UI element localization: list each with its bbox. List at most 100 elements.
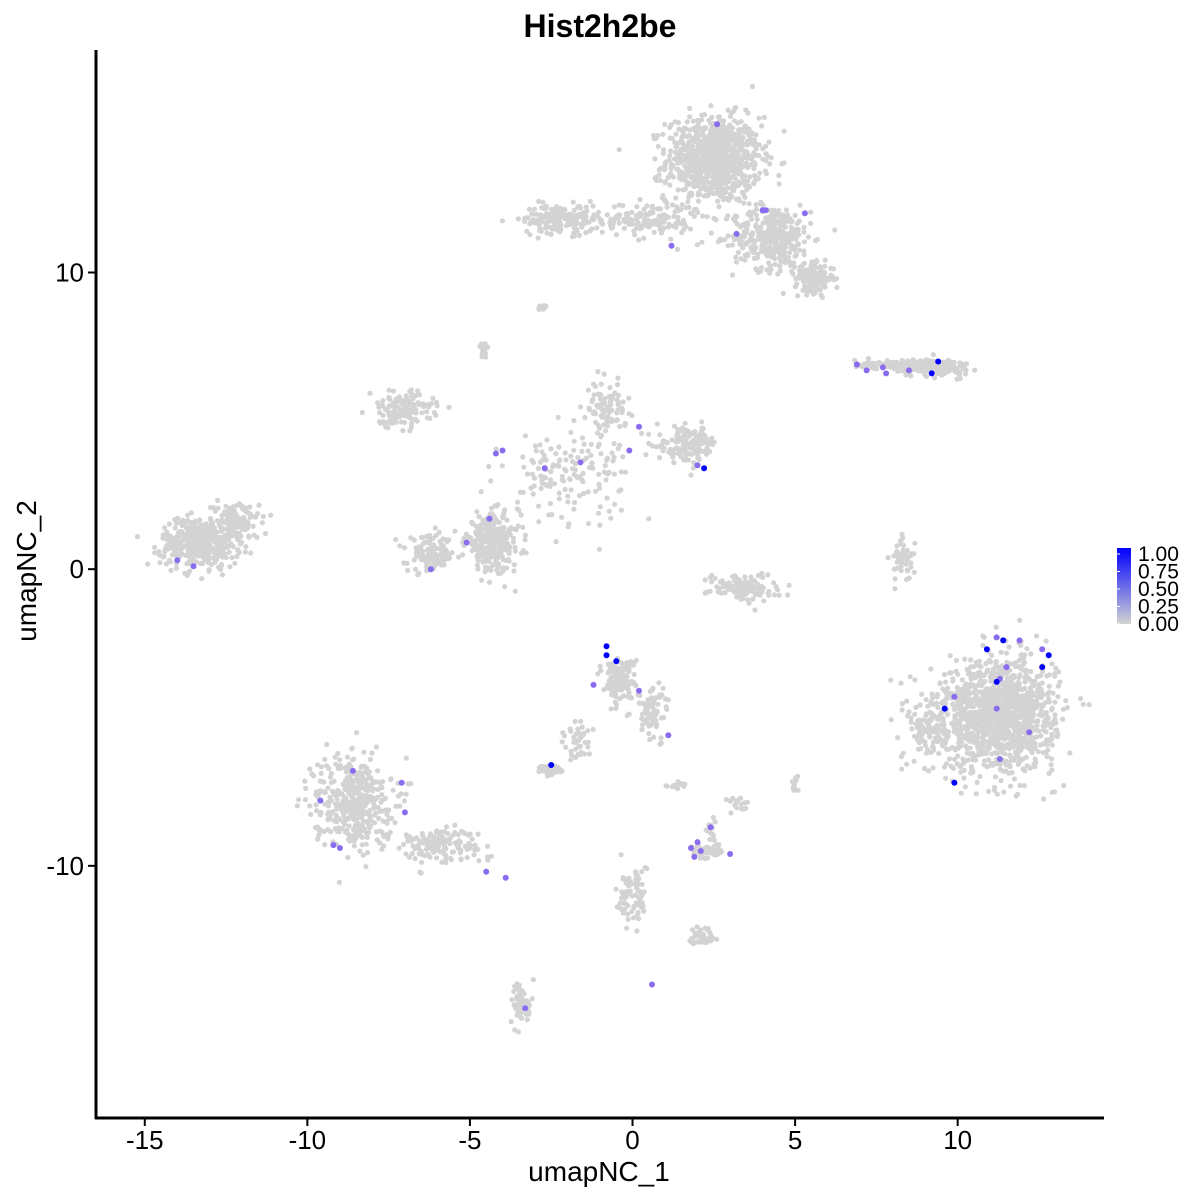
cell-point <box>423 409 430 415</box>
cell-point <box>187 549 193 555</box>
cell-point <box>411 392 417 398</box>
cell-point <box>819 294 825 300</box>
cell-point <box>172 525 178 531</box>
cell-point <box>737 578 743 584</box>
cell-point <box>911 569 917 576</box>
cell-point <box>672 119 678 125</box>
cell-point <box>536 519 542 525</box>
cell-point <box>1043 638 1049 644</box>
cell-point <box>735 249 742 256</box>
cell-point <box>685 450 691 456</box>
cell-point <box>604 212 610 218</box>
cell-point <box>522 532 529 538</box>
cell-point <box>620 454 626 460</box>
cell-point <box>951 728 958 734</box>
cell-point <box>705 179 711 185</box>
cell-point <box>383 424 389 430</box>
cell-point <box>753 132 759 138</box>
cell-point <box>535 235 541 241</box>
cell-point <box>234 553 240 560</box>
cell-point <box>194 531 200 537</box>
cell-point <box>873 366 880 372</box>
cell-point <box>950 765 956 772</box>
cell-point <box>651 136 657 142</box>
cell-point <box>702 577 708 583</box>
cell-point <box>526 206 532 212</box>
cell-point <box>978 683 985 689</box>
cell-point <box>483 522 489 528</box>
cell-point <box>431 410 437 416</box>
cell-point <box>930 765 936 771</box>
cell-point <box>1003 768 1009 774</box>
cell-point <box>567 476 573 482</box>
cell-point <box>960 756 966 762</box>
cell-point <box>700 126 706 132</box>
cell-point <box>710 180 716 186</box>
cell-point <box>499 463 505 469</box>
cell-point <box>483 532 489 538</box>
cell-point <box>611 471 618 477</box>
cell-point <box>164 529 170 535</box>
cell-point <box>511 568 517 574</box>
cell-point <box>566 211 572 217</box>
cell-point <box>231 507 237 513</box>
cell-point <box>756 230 762 236</box>
cell-point <box>726 136 732 142</box>
cell-point <box>690 160 697 166</box>
cell-point <box>947 359 953 365</box>
cell-point <box>998 649 1004 655</box>
cell-point <box>473 523 479 529</box>
cell-point <box>203 521 209 527</box>
cell-point <box>607 222 614 228</box>
cell-point <box>1055 694 1061 700</box>
cell-point <box>602 463 608 469</box>
cell-point <box>667 124 673 131</box>
cell-point <box>1011 776 1018 782</box>
cell-point <box>202 548 208 554</box>
cell-point <box>656 167 662 173</box>
cell-point <box>747 174 753 180</box>
cell-point <box>595 209 602 215</box>
cell-point <box>432 561 438 567</box>
cell-point <box>1067 750 1073 756</box>
cell-point <box>897 361 904 367</box>
cell-point <box>926 729 932 735</box>
cell-point <box>659 195 665 201</box>
cell-point <box>621 225 628 231</box>
cell-point <box>1012 739 1018 745</box>
cell-point <box>195 539 201 545</box>
cell-point <box>655 133 661 139</box>
cell-point <box>388 416 394 422</box>
cell-point <box>571 499 578 506</box>
cell-point <box>551 481 558 487</box>
cell-point <box>937 681 943 687</box>
cell-point <box>662 180 668 186</box>
cell-point <box>792 264 798 270</box>
cell-point <box>626 395 632 401</box>
cell-point <box>725 142 731 148</box>
cell-point <box>930 739 937 745</box>
cell-point <box>246 534 252 540</box>
cell-point <box>966 669 972 675</box>
cell-point <box>901 360 908 366</box>
cell-point <box>749 232 756 238</box>
cell-point <box>588 441 594 447</box>
cell-point <box>930 352 937 358</box>
cell-point <box>571 233 578 239</box>
cell-point <box>955 718 961 724</box>
cell-point <box>543 457 549 463</box>
cell-point <box>686 133 693 139</box>
cell-point <box>736 171 742 177</box>
cell-point <box>943 679 949 685</box>
cell-point <box>521 464 527 470</box>
cell-point <box>809 270 816 277</box>
cell-point <box>976 744 982 750</box>
cell-point <box>1010 756 1016 762</box>
cell-point <box>783 207 790 213</box>
cell-point <box>589 399 595 405</box>
cell-point <box>501 512 507 519</box>
cell-point <box>729 173 736 180</box>
cell-point <box>590 465 596 471</box>
cell-point <box>561 215 568 221</box>
cell-point <box>927 709 933 715</box>
